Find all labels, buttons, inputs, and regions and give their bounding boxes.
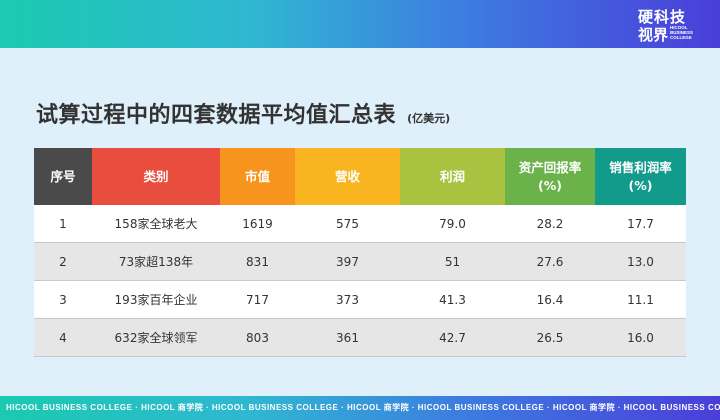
- table-cell: 831: [220, 242, 295, 281]
- brand-logo: 硬科技 视界 HICOOL BUSINESS COLLEGE: [638, 6, 698, 44]
- table-cell: 79.0: [400, 205, 505, 243]
- table-cell: 42.7: [400, 318, 505, 357]
- table-cell: 1619: [220, 205, 295, 243]
- table-row: 1 158家全球老大 1619 575 79.0 28.2 17.7: [34, 205, 686, 243]
- table-cell: 373: [295, 280, 400, 319]
- table-cell: 4: [34, 318, 92, 357]
- logo-subtitle: HICOOL BUSINESS COLLEGE: [670, 25, 694, 40]
- table-cell: 803: [220, 318, 295, 357]
- table-cell: 575: [295, 205, 400, 243]
- table-cell: 27.6: [505, 242, 595, 281]
- summary-table: 序号 类别 市值 营收 利润 资产回报率 (%) 销售利润率 (%) 1 158家全球老大 16…: [34, 148, 686, 357]
- table-cell: 16.0: [595, 318, 686, 357]
- footer-banner: HICOOL BUSINESS COLLEGE · HICOOL 商学院 · H…: [0, 396, 720, 420]
- table-cell: 2: [34, 242, 92, 281]
- table-cell: 397: [295, 242, 400, 281]
- column-header: 市值: [220, 148, 295, 205]
- table-row: 4 632家全球领军 803 361 42.7 26.5 16.0: [34, 318, 686, 357]
- table-cell: 13.0: [595, 242, 686, 281]
- table-cell: 28.2: [505, 205, 595, 243]
- title-unit: (亿美元): [407, 112, 451, 125]
- table-cell: 193家百年企业: [92, 280, 220, 319]
- table-cell: 717: [220, 280, 295, 319]
- column-header: 类别: [92, 148, 220, 205]
- column-header: 营收: [295, 148, 400, 205]
- page-title: 试算过程中的四套数据平均值汇总表: [36, 103, 397, 128]
- table-cell: 51: [400, 242, 505, 281]
- column-header: 序号: [34, 148, 92, 205]
- table-row: 2 73家超138年 831 397 51 27.6 13.0: [34, 242, 686, 281]
- table-row: 3 193家百年企业 717 373 41.3 16.4 11.1: [34, 280, 686, 319]
- column-header: 销售利润率 (%): [595, 148, 686, 205]
- table-cell: 158家全球老大: [92, 205, 220, 243]
- table-body: 1 158家全球老大 1619 575 79.0 28.2 17.7 2 73家超138年 831…: [34, 205, 686, 357]
- table-header-row: 序号 类别 市值 营收 利润 资产回报率 (%) 销售利润率 (%): [34, 148, 686, 205]
- logo-line2: 视界: [638, 26, 669, 44]
- title-row: 试算过程中的四套数据平均值汇总表 (亿美元): [36, 97, 450, 129]
- table-cell: 3: [34, 280, 92, 319]
- table-cell: 17.7: [595, 205, 686, 243]
- table-cell: 632家全球领军: [92, 318, 220, 357]
- table-cell: 1: [34, 205, 92, 243]
- table-cell: 16.4: [505, 280, 595, 319]
- table-cell: 361: [295, 318, 400, 357]
- footer-text: HICOOL BUSINESS COLLEGE · HICOOL 商学院 · H…: [6, 403, 720, 412]
- table-cell: 73家超138年: [92, 242, 220, 281]
- table-cell: 11.1: [595, 280, 686, 319]
- top-banner: 硬科技 视界 HICOOL BUSINESS COLLEGE: [0, 0, 720, 48]
- column-header: 资产回报率 (%): [505, 148, 595, 205]
- table-cell: 41.3: [400, 280, 505, 319]
- column-header: 利润: [400, 148, 505, 205]
- table-cell: 26.5: [505, 318, 595, 357]
- logo-line1: 硬科技: [638, 8, 687, 26]
